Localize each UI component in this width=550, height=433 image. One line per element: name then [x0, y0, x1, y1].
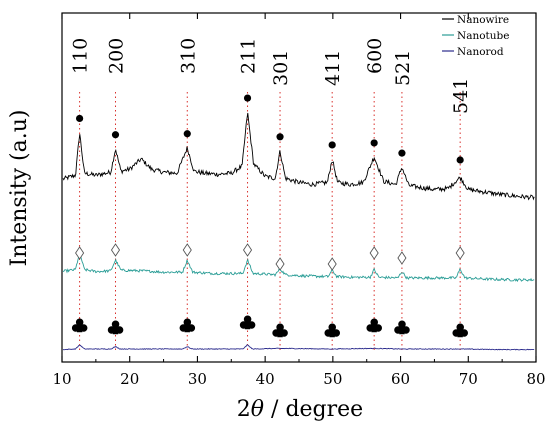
series-line-nanowire	[62, 112, 535, 201]
legend: Nanowire Nanotube Nanorod	[442, 14, 509, 58]
peak-reference-lines	[79, 92, 461, 352]
x-tick-label: 30	[188, 370, 207, 388]
peak-label: 200	[105, 38, 127, 74]
plot-frame	[61, 12, 537, 363]
x-axis-label-suffix: / degree	[264, 397, 363, 422]
nanowire-peak-marker	[76, 114, 84, 123]
nanowire-peak-marker	[328, 141, 336, 149]
nanorod-peak-marker	[324, 323, 340, 338]
legend-entry: Nanowire	[457, 14, 509, 26]
x-axis-label: 2θ / degree	[237, 397, 363, 422]
x-tick-label: 20	[120, 370, 139, 388]
nanotube-peak-marker	[75, 246, 85, 260]
legend-entry: Nanorod	[457, 46, 504, 58]
nanowire-peak-marker	[398, 149, 406, 157]
nanorod-peak-marker	[366, 318, 382, 333]
legend-entry: Nanotube	[457, 30, 509, 42]
peak-label: 110	[70, 38, 92, 74]
spectrum-traces	[62, 112, 535, 351]
nanotube-peak-marker	[242, 243, 253, 257]
peak-label: 211	[238, 38, 260, 74]
series-line-nanorod	[62, 344, 535, 351]
nanorod-peak-marker	[394, 320, 410, 335]
nanowire-peak-marker	[276, 133, 284, 141]
peak-label: 310	[177, 38, 199, 74]
nanowire-peak-marker	[370, 139, 378, 147]
nanorod-peak-marker	[272, 323, 288, 338]
peak-markers	[71, 94, 468, 338]
nanotube-peak-marker	[110, 243, 121, 257]
series-line-nanotube	[62, 250, 535, 283]
nanorod-peak-marker	[239, 315, 256, 330]
x-axis-ticks: 10 20 30 40 50 60 70 80	[52, 13, 546, 388]
nanotube-peak-marker	[182, 243, 192, 257]
nanorod-peak-marker	[452, 323, 468, 338]
peak-label: 541	[450, 78, 472, 114]
nanotube-peak-marker	[397, 251, 407, 265]
nanorod-peak-marker	[179, 318, 196, 333]
nanotube-peak-marker	[327, 257, 337, 271]
peak-label: 301	[270, 50, 292, 86]
peak-label: 521	[392, 50, 414, 86]
nanowire-peak-marker	[111, 131, 120, 139]
peak-label-group: 110 200 310 211 301 411 600 521 541	[70, 38, 473, 114]
nanotube-peak-marker	[455, 246, 465, 260]
x-tick-label: 50	[323, 370, 342, 388]
x-tick-label: 80	[526, 370, 545, 388]
nanowire-peak-marker	[183, 130, 191, 138]
x-tick-label: 10	[52, 370, 71, 388]
x-tick-label: 70	[459, 370, 478, 388]
x-axis-label-prefix: 2	[237, 397, 251, 422]
peak-label: 411	[322, 50, 344, 86]
nanowire-peak-marker	[456, 156, 464, 164]
nanotube-peak-marker	[275, 257, 285, 271]
nanorod-peak-marker	[107, 320, 124, 335]
x-tick-label: 60	[391, 370, 410, 388]
x-tick-label: 40	[256, 370, 275, 388]
y-axis-label: Intensity (a.u)	[7, 110, 32, 267]
peak-label: 600	[364, 38, 386, 74]
nanotube-peak-marker	[369, 246, 379, 260]
nanorod-peak-marker	[71, 318, 88, 333]
x-axis-label-theta: θ	[251, 397, 264, 422]
nanowire-peak-marker	[243, 94, 252, 102]
